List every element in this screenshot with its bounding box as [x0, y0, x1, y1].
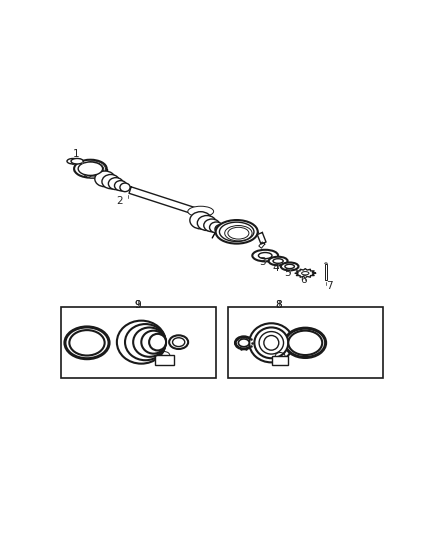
Ellipse shape	[71, 158, 83, 164]
Ellipse shape	[114, 181, 127, 191]
Ellipse shape	[67, 158, 79, 164]
Ellipse shape	[281, 262, 298, 270]
Text: 2: 2	[116, 196, 123, 206]
Ellipse shape	[102, 174, 120, 189]
Ellipse shape	[225, 225, 252, 241]
Ellipse shape	[254, 327, 288, 358]
Text: 5: 5	[284, 268, 291, 278]
Ellipse shape	[149, 334, 166, 351]
Ellipse shape	[133, 327, 166, 357]
Ellipse shape	[117, 321, 166, 364]
Ellipse shape	[215, 220, 258, 244]
Polygon shape	[129, 187, 195, 214]
Bar	[325, 264, 327, 280]
Ellipse shape	[215, 224, 226, 233]
Ellipse shape	[74, 160, 107, 177]
Ellipse shape	[125, 324, 166, 360]
Text: 7: 7	[326, 281, 332, 291]
Text: 8: 8	[276, 300, 282, 310]
Ellipse shape	[169, 335, 188, 349]
Ellipse shape	[78, 162, 102, 175]
Text: 8: 8	[276, 300, 282, 310]
Ellipse shape	[252, 250, 278, 261]
Ellipse shape	[84, 163, 104, 177]
Ellipse shape	[238, 339, 249, 347]
Ellipse shape	[249, 324, 293, 362]
Bar	[155, 356, 173, 365]
Ellipse shape	[204, 219, 220, 232]
Bar	[228, 307, 383, 378]
Ellipse shape	[120, 183, 130, 192]
Polygon shape	[257, 232, 266, 244]
Text: 3: 3	[259, 257, 266, 268]
Polygon shape	[259, 242, 265, 248]
Ellipse shape	[188, 206, 214, 217]
Text: 9: 9	[134, 300, 141, 310]
Polygon shape	[295, 269, 315, 278]
Text: 9: 9	[134, 300, 141, 310]
Ellipse shape	[259, 332, 283, 354]
Ellipse shape	[82, 161, 106, 179]
Text: 1: 1	[72, 149, 79, 159]
Ellipse shape	[69, 330, 105, 356]
Ellipse shape	[85, 164, 102, 176]
Ellipse shape	[302, 272, 309, 275]
Ellipse shape	[219, 222, 254, 241]
Text: 4: 4	[273, 263, 279, 273]
Ellipse shape	[108, 177, 124, 190]
Ellipse shape	[65, 327, 109, 359]
Bar	[272, 356, 288, 365]
Ellipse shape	[285, 264, 294, 269]
Ellipse shape	[273, 259, 283, 263]
Ellipse shape	[285, 328, 325, 358]
Ellipse shape	[209, 222, 223, 233]
Ellipse shape	[268, 257, 288, 265]
Bar	[61, 307, 216, 378]
Ellipse shape	[258, 253, 272, 259]
Ellipse shape	[228, 227, 249, 239]
Ellipse shape	[95, 171, 115, 187]
Text: 6: 6	[300, 275, 307, 285]
Ellipse shape	[190, 212, 212, 229]
Ellipse shape	[264, 335, 279, 350]
Ellipse shape	[173, 338, 185, 346]
Ellipse shape	[235, 337, 252, 349]
Ellipse shape	[288, 330, 322, 355]
Ellipse shape	[197, 215, 216, 230]
Ellipse shape	[141, 330, 166, 353]
